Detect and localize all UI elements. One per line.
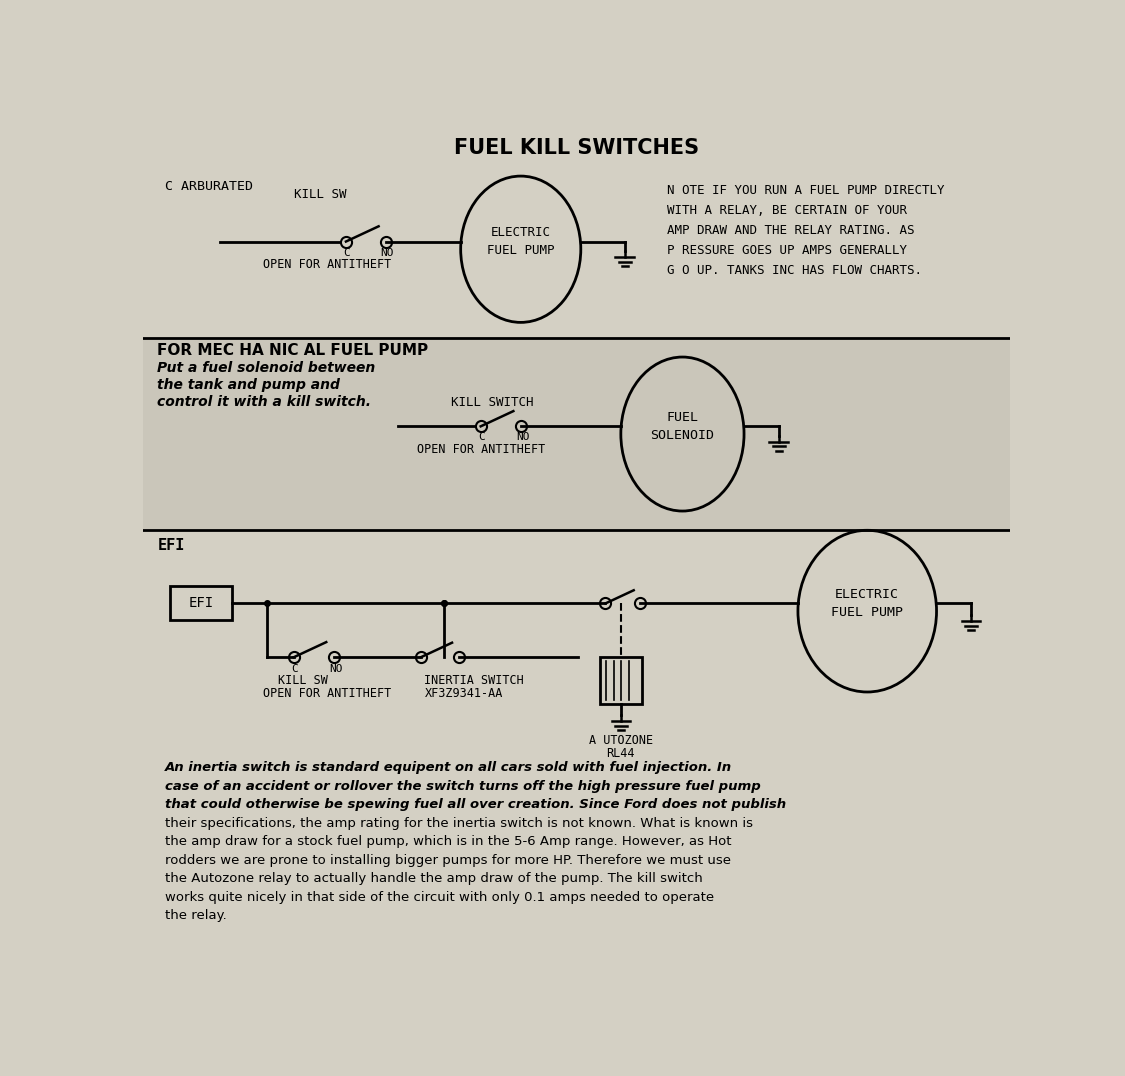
Text: NO: NO <box>516 433 530 442</box>
Text: AMP DRAW AND THE RELAY RATING. AS: AMP DRAW AND THE RELAY RATING. AS <box>667 224 915 237</box>
FancyBboxPatch shape <box>600 657 642 704</box>
Text: C: C <box>478 433 485 442</box>
Text: INERTIA SWITCH: INERTIA SWITCH <box>424 675 524 688</box>
Text: EFI: EFI <box>158 538 185 553</box>
Text: C: C <box>291 664 298 674</box>
Text: C ARBURATED: C ARBURATED <box>165 180 253 193</box>
Text: OPEN FOR ANTITHEFT: OPEN FOR ANTITHEFT <box>416 443 544 456</box>
Text: ELECTRIC
FUEL PUMP: ELECTRIC FUEL PUMP <box>487 226 555 257</box>
Text: EFI: EFI <box>189 596 214 610</box>
Text: RL44: RL44 <box>606 748 636 761</box>
Text: case of an accident or rollover the switch turns off the high pressure fuel pump: case of an accident or rollover the swit… <box>165 780 760 793</box>
Text: ELECTRIC
FUEL PUMP: ELECTRIC FUEL PUMP <box>831 587 903 619</box>
Text: the Autozone relay to actually handle the amp draw of the pump. The kill switch: the Autozone relay to actually handle th… <box>165 873 703 886</box>
Text: works quite nicely in that side of the circuit with only 0.1 amps needed to oper: works quite nicely in that side of the c… <box>165 891 714 904</box>
Text: their specifications, the amp rating for the inertia switch is not known. What i: their specifications, the amp rating for… <box>165 817 753 830</box>
Text: WITH A RELAY, BE CERTAIN OF YOUR: WITH A RELAY, BE CERTAIN OF YOUR <box>667 203 907 216</box>
Text: the relay.: the relay. <box>165 909 227 922</box>
Text: G O UP. TANKS INC HAS FLOW CHARTS.: G O UP. TANKS INC HAS FLOW CHARTS. <box>667 264 922 277</box>
Text: KILL SW: KILL SW <box>278 675 328 688</box>
Text: that could otherwise be spewing fuel all over creation. Since Ford does not publ: that could otherwise be spewing fuel all… <box>165 798 786 811</box>
Text: N OTE IF YOU RUN A FUEL PUMP DIRECTLY: N OTE IF YOU RUN A FUEL PUMP DIRECTLY <box>667 184 945 197</box>
Text: OPEN FOR ANTITHEFT: OPEN FOR ANTITHEFT <box>263 258 392 271</box>
Text: the tank and pump and: the tank and pump and <box>158 378 340 392</box>
Text: A UTOZONE: A UTOZONE <box>588 734 652 748</box>
Text: Put a fuel solenoid between: Put a fuel solenoid between <box>158 360 376 374</box>
Text: rodders we are prone to installing bigger pumps for more HP. Therefore we must u: rodders we are prone to installing bigge… <box>165 853 731 866</box>
Text: KILL SWITCH: KILL SWITCH <box>451 396 534 409</box>
Text: OPEN FOR ANTITHEFT: OPEN FOR ANTITHEFT <box>263 686 392 699</box>
Bar <box>144 338 1010 530</box>
Bar <box>144 530 1010 958</box>
Text: FOR MEC HA NIC AL FUEL PUMP: FOR MEC HA NIC AL FUEL PUMP <box>158 343 429 358</box>
FancyBboxPatch shape <box>170 585 232 621</box>
Text: XF3Z9341-AA: XF3Z9341-AA <box>424 686 503 699</box>
Bar <box>144 129 1010 338</box>
Text: C: C <box>343 247 350 257</box>
Text: FUEL KILL SWITCHES: FUEL KILL SWITCHES <box>453 138 699 157</box>
Text: NO: NO <box>330 664 343 674</box>
Text: P RESSURE GOES UP AMPS GENERALLY: P RESSURE GOES UP AMPS GENERALLY <box>667 244 907 257</box>
Text: the amp draw for a stock fuel pump, which is in the 5-6 Amp range. However, as H: the amp draw for a stock fuel pump, whic… <box>165 835 731 848</box>
Text: FUEL
SOLENOID: FUEL SOLENOID <box>650 411 714 442</box>
Text: control it with a kill switch.: control it with a kill switch. <box>158 395 371 409</box>
Text: NO: NO <box>380 247 394 257</box>
Text: An inertia switch is standard equipent on all cars sold with fuel injection. In: An inertia switch is standard equipent o… <box>165 762 732 775</box>
Text: KILL SW: KILL SW <box>294 187 346 200</box>
